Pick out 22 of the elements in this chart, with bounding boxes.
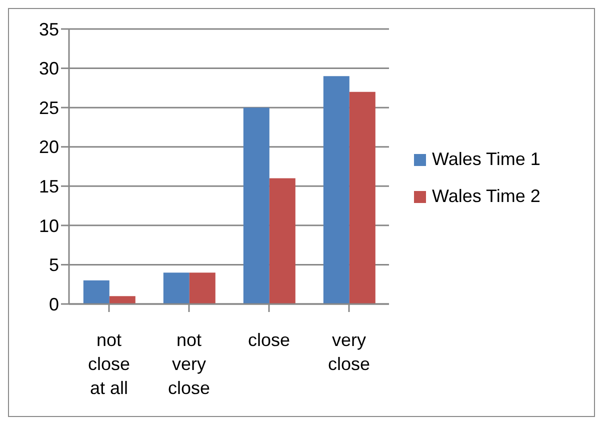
y-tick-label: 30 <box>38 58 59 79</box>
y-tick-label: 20 <box>38 137 59 158</box>
bar <box>83 280 110 304</box>
bar <box>189 272 216 304</box>
x-tick-label: close <box>248 330 290 350</box>
legend-label: Wales Time 2 <box>432 186 540 207</box>
bar <box>243 108 270 304</box>
x-tick-label: not very close <box>168 330 210 398</box>
bar <box>109 296 136 304</box>
y-tick-label: 5 <box>48 255 59 276</box>
bar <box>269 178 296 304</box>
x-tick-label: very close <box>328 330 370 374</box>
y-tick-label: 0 <box>48 294 59 314</box>
bar <box>349 92 376 304</box>
x-tick-label: not close at all <box>88 330 130 398</box>
bar <box>323 76 350 304</box>
y-tick-label: 25 <box>38 98 59 118</box>
bar <box>163 272 190 304</box>
y-tick-label: 10 <box>38 216 59 236</box>
y-tick-label: 35 <box>38 19 59 40</box>
y-tick-label: 15 <box>38 176 59 197</box>
legend-label: Wales Time 1 <box>432 149 540 170</box>
